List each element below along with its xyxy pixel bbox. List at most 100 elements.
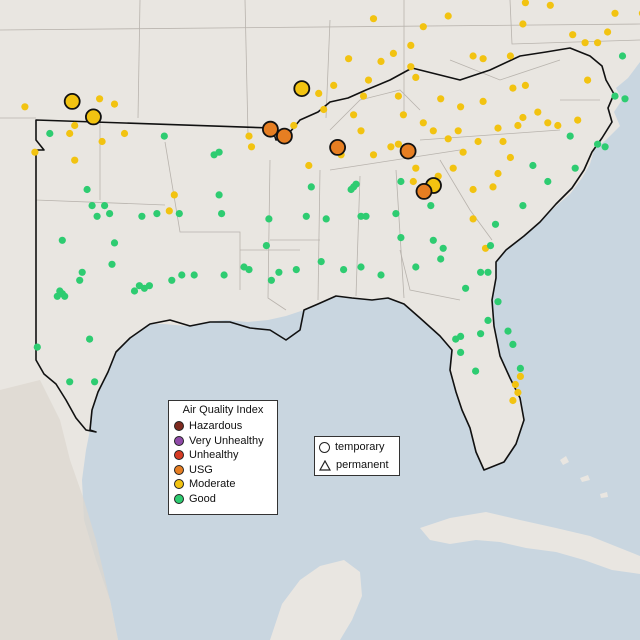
monitor-dot-moderate[interactable] [409, 177, 417, 186]
monitor-dot-moderate[interactable] [345, 55, 353, 63]
monitor-dot-moderate[interactable] [419, 119, 427, 127]
monitor-dot-moderate[interactable] [581, 39, 589, 47]
monitor-dot-moderate[interactable] [96, 95, 104, 103]
monitor-dot-good[interactable] [262, 242, 270, 250]
monitor-dot-good[interactable] [594, 140, 602, 148]
monitor-dot-moderate[interactable] [544, 119, 552, 127]
monitor-dot-moderate[interactable] [519, 113, 527, 122]
monitor-dot-moderate[interactable] [98, 137, 106, 146]
temporary-monitor-moderate[interactable] [85, 108, 102, 126]
monitor-dot-moderate[interactable] [429, 127, 437, 135]
monitor-dot-moderate[interactable] [569, 31, 577, 39]
monitor-dot-moderate[interactable] [594, 39, 602, 47]
monitor-dot-good[interactable] [357, 212, 365, 220]
monitor-dot-moderate[interactable] [516, 372, 525, 380]
temporary-monitor-moderate[interactable] [293, 80, 311, 97]
monitor-dot-moderate[interactable] [479, 97, 487, 105]
monitor-dot-moderate[interactable] [469, 185, 477, 194]
monitor-dot-moderate[interactable] [489, 183, 497, 191]
monitor-dot-moderate[interactable] [110, 100, 119, 108]
monitor-dot-moderate[interactable] [389, 49, 397, 58]
monitor-dot-moderate[interactable] [514, 388, 522, 397]
monitor-dot-moderate[interactable] [469, 215, 477, 223]
monitor-dot-good[interactable] [76, 276, 84, 284]
monitor-dot-good[interactable] [190, 271, 198, 279]
monitor-dot-moderate[interactable] [506, 52, 514, 60]
monitor-dot-good[interactable] [83, 185, 91, 194]
monitor-dot-good[interactable] [484, 268, 492, 276]
monitor-dot-moderate[interactable] [377, 57, 385, 65]
monitor-dot-good[interactable] [509, 340, 517, 348]
monitor-dot-moderate[interactable] [534, 108, 542, 116]
monitor-dot-moderate[interactable] [364, 76, 373, 84]
monitor-dot-good[interactable] [486, 242, 495, 250]
monitor-dot-moderate[interactable] [521, 0, 529, 7]
monitor-dot-good[interactable] [529, 161, 537, 170]
monitor-dot-moderate[interactable] [369, 15, 378, 23]
monitor-dot-moderate[interactable] [449, 164, 457, 172]
monitor-dot-moderate[interactable] [519, 20, 527, 28]
monitor-dot-good[interactable] [347, 185, 355, 194]
monitor-dot-good[interactable] [220, 271, 228, 279]
monitor-dot-good[interactable] [377, 271, 385, 279]
monitor-dot-good[interactable] [138, 212, 146, 220]
temporary-monitor-usg[interactable] [261, 120, 279, 138]
monitor-dot-moderate[interactable] [66, 129, 74, 138]
monitor-dot-good[interactable] [302, 212, 310, 220]
monitor-dot-moderate[interactable] [369, 151, 378, 159]
monitor-dot-good[interactable] [566, 132, 574, 140]
monitor-dot-moderate[interactable] [604, 28, 612, 36]
monitor-dot-moderate[interactable] [412, 164, 420, 172]
monitor-dot-moderate[interactable] [459, 148, 467, 156]
monitor-dot-good[interactable] [611, 92, 619, 100]
monitor-dot-good[interactable] [477, 330, 485, 338]
monitor-dot-moderate[interactable] [320, 105, 328, 114]
monitor-dot-good[interactable] [175, 210, 183, 218]
monitor-dot-good[interactable] [322, 215, 330, 223]
monitor-dot-moderate[interactable] [247, 143, 256, 151]
monitor-dot-good[interactable] [519, 202, 527, 210]
monitor-dot-good[interactable] [78, 268, 86, 276]
monitor-dot-good[interactable] [292, 266, 300, 274]
monitor-dot-good[interactable] [130, 287, 139, 295]
monitor-dot-moderate[interactable] [330, 81, 338, 89]
monitor-dot-moderate[interactable] [407, 41, 415, 50]
monitor-dot-moderate[interactable] [611, 9, 619, 17]
monitor-dot-moderate[interactable] [454, 127, 462, 135]
monitor-dot-good[interactable] [340, 266, 348, 274]
monitor-dot-good[interactable] [392, 210, 400, 218]
monitor-dot-moderate[interactable] [120, 129, 129, 138]
monitor-dot-good[interactable] [621, 95, 629, 103]
temporary-monitor-moderate[interactable] [63, 93, 81, 110]
monitor-dot-good[interactable] [145, 282, 153, 290]
monitor-dot-good[interactable] [452, 335, 460, 343]
monitor-dot-good[interactable] [429, 236, 437, 244]
monitor-dot-good[interactable] [477, 268, 485, 276]
monitor-dot-moderate[interactable] [514, 121, 522, 130]
monitor-dot-moderate[interactable] [399, 111, 407, 119]
monitor-dot-moderate[interactable] [71, 156, 79, 164]
monitor-dot-good[interactable] [267, 276, 275, 284]
monitor-dot-moderate[interactable] [457, 103, 465, 111]
monitor-dot-good[interactable] [66, 378, 74, 386]
monitor-dot-good[interactable] [168, 276, 176, 284]
monitor-dot-good[interactable] [215, 191, 223, 199]
monitor-dot-good[interactable] [516, 364, 525, 372]
monitor-dot-moderate[interactable] [419, 23, 427, 31]
monitor-dot-good[interactable] [307, 183, 315, 191]
monitor-dot-good[interactable] [275, 268, 283, 276]
monitor-dot-good[interactable] [178, 271, 186, 279]
monitor-dot-good[interactable] [357, 263, 365, 271]
monitor-dot-good[interactable] [571, 164, 579, 172]
monitor-dot-good[interactable] [265, 215, 273, 223]
monitor-dot-good[interactable] [93, 212, 101, 220]
monitor-dot-good[interactable] [397, 234, 405, 242]
monitor-dot-moderate[interactable] [469, 52, 477, 60]
monitor-dot-good[interactable] [439, 244, 447, 252]
monitor-dot-good[interactable] [218, 210, 226, 218]
monitor-dot-moderate[interactable] [509, 396, 517, 405]
monitor-dot-good[interactable] [437, 255, 445, 263]
monitor-dot-good[interactable] [46, 129, 54, 138]
monitor-dot-moderate[interactable] [170, 191, 178, 199]
monitor-dot-good[interactable] [362, 212, 370, 220]
